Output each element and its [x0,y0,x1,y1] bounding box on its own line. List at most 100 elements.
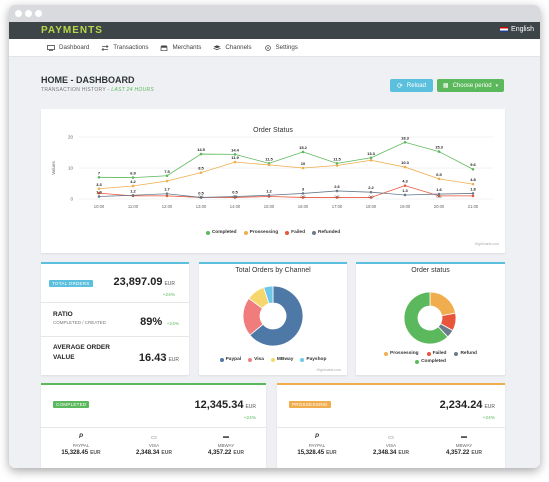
data-label: 10 [301,161,306,166]
order-status-donut [403,291,457,345]
data-label: 3.3 [96,182,102,187]
data-point [301,196,305,199]
reload-label: Reload [406,82,426,89]
legend-mbway[interactable]: MBway [270,357,293,362]
x-tick-label: 20:00 [434,204,445,209]
data-point [471,192,475,195]
stats-card: TOTAL ORDERS 23,897.09 EUR +24% RATIO COM… [41,262,189,375]
channel-name: PAYPAL [308,443,326,448]
legend-refund[interactable]: Refund [454,351,477,356]
data-point [301,192,305,195]
processing-visa: ▭ VISA 2,348.34 EUR [355,434,427,456]
processing-change: +24% [482,416,495,421]
data-point [471,182,475,186]
window-dot-icon[interactable] [35,10,42,17]
data-label: 1.3 [402,188,408,193]
legend-payshop[interactable]: Payshop [300,357,326,362]
x-tick-label: 10:00 [94,204,105,209]
legend-failed[interactable]: Failed [285,230,305,235]
legend-failed[interactable]: Failed [426,351,446,356]
total-orders-value: 23,897.09 [113,276,163,288]
data-label: 1.8 [470,186,476,191]
refresh-icon: ⟳ [397,82,403,90]
browser-window: PAYMENTS English Dashboard Transactions … [9,5,540,468]
nav-merchants[interactable]: Merchants [160,44,201,51]
data-point [471,194,475,198]
choose-period-button[interactable]: ▦ Choose period ▾ [437,79,504,92]
data-point [403,140,407,144]
x-tick-label: 13:00 [196,204,207,209]
data-label: 9.6 [470,162,476,167]
total-orders-badge: TOTAL ORDERS [49,280,93,287]
data-label: 15.2 [299,145,308,150]
data-label: 11.9 [231,155,239,160]
series-line-refunded [98,190,474,198]
nav-label: Transactions [113,44,149,51]
data-label: 1.7 [164,187,170,192]
legend-completed[interactable]: Completed [415,359,446,364]
data-point [233,160,237,164]
ratio-change: +24% [166,322,179,327]
chart-credit[interactable]: Highcharts.com [474,242,499,246]
processing-value: 2,234.24 [439,399,483,411]
processing-card: PROSSESSING 2,234.24 EUR +24% P PAYPAL 15… [277,383,505,468]
nav-transactions[interactable]: Transactions [101,44,148,51]
nav-channels[interactable]: Channels [213,44,252,51]
data-point [437,150,441,153]
data-point [267,193,271,197]
pie-slice [429,291,457,317]
ratio-sub: COMPLETED / CREATED [53,320,106,325]
data-point [165,179,169,183]
legend-completed[interactable]: Completed [205,230,237,235]
nav-dashboard[interactable]: Dashboard [47,44,89,51]
y-tick-label: 20 [68,135,74,140]
legend-refunded[interactable]: Refunded [312,230,340,235]
data-label: 14.4 [231,147,240,152]
data-point [403,193,407,197]
brand-logo[interactable]: PAYMENTS [41,25,103,36]
nav-label: Settings [275,44,298,51]
x-tick-label: 17:00 [332,204,343,209]
order-status-pie-title: Order status [411,267,450,274]
completed-mbway: ▬ MBWAY 4,357.22 EUR [190,434,262,456]
y-tick-label: 0 [70,197,73,202]
data-label: 13.3 [367,151,376,156]
paypal-icon: P [314,434,319,440]
data-label: 4.3 [402,179,408,184]
nav-settings[interactable]: Settings [264,44,298,51]
card-icon: ▭ [388,435,394,441]
legend-paypal[interactable]: Paypal [219,357,241,362]
channels-credit[interactable]: Highcharts.com [316,368,341,372]
subtitle-highlight: LAST 24 HOURS [111,87,155,93]
main-nav: Dashboard Transactions Merchants Channel… [9,39,540,57]
language-selector[interactable]: English [500,26,534,33]
series-line-completed [98,141,474,179]
subtitle-text: TRANSACTION HISTORY - [41,87,110,93]
x-tick-label: 15:00 [264,204,275,209]
data-point [335,164,339,167]
data-point [335,162,339,165]
pie-slice [403,291,449,345]
data-point [369,190,373,194]
channels-title: Total Orders by Channel [235,267,311,274]
data-point [165,174,169,178]
legend-processing[interactable]: Prossessing [384,351,419,356]
total-orders-unit: EUR [164,281,175,287]
data-point [369,156,373,160]
window-dot-icon[interactable] [15,10,22,17]
window-dot-icon[interactable] [25,10,32,17]
legend-visa[interactable]: Visa [248,357,264,362]
order-status-pie-card: Order status Prossessing Failed Refund C… [356,262,505,375]
legend-processing[interactable]: Prossessing [243,230,278,235]
reload-button[interactable]: ⟳ Reload [390,79,433,92]
uk-flag-icon [500,27,509,32]
data-label: 10.3 [401,160,410,165]
completed-channels: P PAYPAL 15,328.45 EUR ▭ VISA 2,348.34 EUR… [41,434,266,464]
data-label: 1.2 [266,188,272,193]
data-point [199,196,203,199]
data-point [403,184,407,187]
data-label: 11.5 [265,156,273,161]
data-point [165,194,169,198]
store-icon [160,45,168,51]
x-tick-label: 14:00 [230,204,241,209]
